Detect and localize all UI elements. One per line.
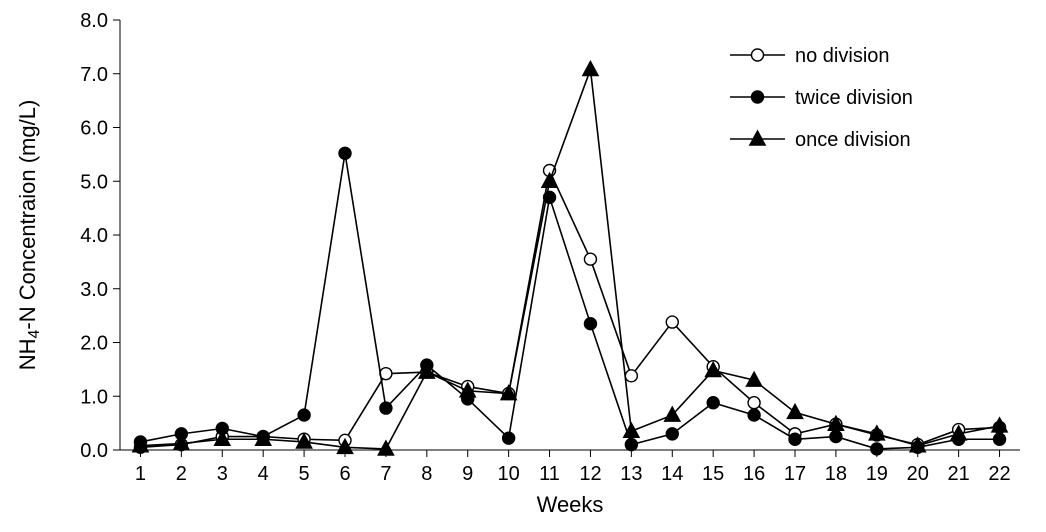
- series-marker: [748, 397, 760, 409]
- x-tick-label: 3: [217, 463, 228, 485]
- x-tick-label: 17: [784, 463, 806, 485]
- x-tick-label: 12: [579, 463, 601, 485]
- x-tick-label: 2: [176, 463, 187, 485]
- x-tick-label: 21: [948, 463, 970, 485]
- legend-label: no division: [795, 45, 890, 67]
- y-tick-label: 8.0: [80, 10, 108, 32]
- x-tick-label: 13: [620, 463, 642, 485]
- series-marker: [380, 402, 392, 414]
- x-tick-label: 16: [743, 463, 765, 485]
- y-tick-label: 2.0: [80, 333, 108, 355]
- x-tick-label: 11: [539, 463, 560, 485]
- chart-bg: [0, 0, 1046, 532]
- legend-marker: [752, 91, 764, 103]
- series-marker: [830, 431, 842, 443]
- series-marker: [584, 253, 596, 265]
- series-marker: [625, 370, 637, 382]
- series-marker: [503, 432, 515, 444]
- legend-label: twice division: [795, 87, 913, 109]
- x-tick-label: 14: [661, 463, 683, 485]
- y-axis-title: NH4-N Concentraion (mg/L): [15, 100, 43, 371]
- x-tick-label: 10: [498, 463, 520, 485]
- x-tick-label: 15: [702, 463, 724, 485]
- series-marker: [339, 147, 351, 159]
- y-tick-label: 0.0: [80, 440, 108, 462]
- x-tick-label: 8: [421, 463, 432, 485]
- y-tick-label: 5.0: [80, 171, 108, 193]
- x-tick-label: 18: [825, 463, 847, 485]
- x-axis-title: Weeks: [537, 492, 604, 517]
- series-marker: [625, 439, 637, 451]
- series-marker: [298, 409, 310, 421]
- chart-svg: 0.01.02.03.04.05.06.07.08.01234567891011…: [0, 0, 1046, 532]
- x-tick-label: 6: [339, 463, 350, 485]
- series-marker: [871, 443, 883, 455]
- nh4-concentration-chart: 0.01.02.03.04.05.06.07.08.01234567891011…: [0, 0, 1046, 532]
- x-tick-label: 19: [866, 463, 888, 485]
- series-marker: [666, 316, 678, 328]
- x-tick-label: 4: [258, 463, 269, 485]
- x-tick-label: 9: [462, 463, 473, 485]
- y-tick-label: 1.0: [80, 386, 108, 408]
- series-marker: [789, 433, 801, 445]
- legend-label: once division: [795, 129, 911, 151]
- x-tick-label: 20: [907, 463, 929, 485]
- x-tick-label: 22: [988, 463, 1010, 485]
- series-marker: [584, 318, 596, 330]
- x-tick-label: 5: [299, 463, 310, 485]
- series-marker: [748, 409, 760, 421]
- y-tick-label: 7.0: [80, 64, 108, 86]
- y-tick-label: 6.0: [80, 118, 108, 140]
- series-marker: [666, 428, 678, 440]
- y-tick-label: 3.0: [80, 279, 108, 301]
- x-tick-label: 1: [135, 463, 146, 485]
- y-tick-label: 4.0: [80, 225, 108, 247]
- legend-marker: [752, 49, 764, 61]
- series-marker: [994, 433, 1006, 445]
- x-tick-label: 7: [380, 463, 391, 485]
- series-marker: [707, 397, 719, 409]
